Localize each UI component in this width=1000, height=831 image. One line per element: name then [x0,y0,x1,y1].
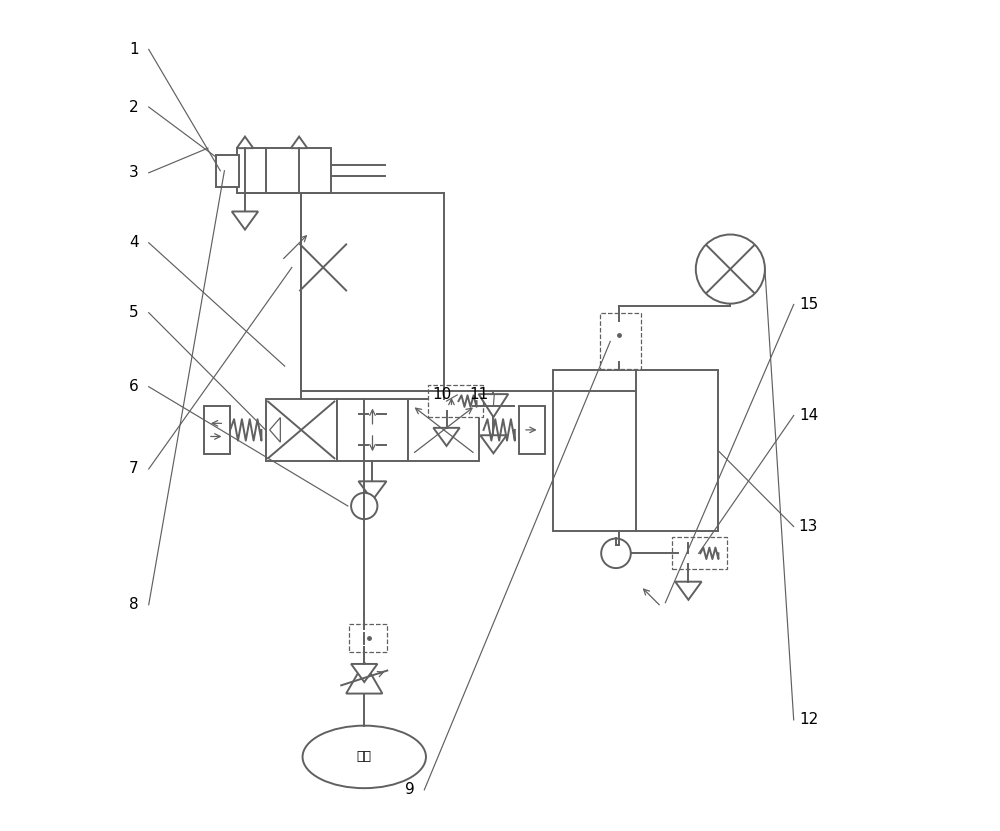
Bar [266,399,337,460]
Circle shape [351,493,377,519]
Polygon shape [270,417,280,442]
Polygon shape [346,662,382,694]
Text: 1: 1 [129,42,139,57]
Text: 15: 15 [799,297,818,312]
Text: 5: 5 [129,305,139,320]
Text: 8: 8 [129,597,139,612]
Text: 2: 2 [129,100,139,115]
Text: 10: 10 [433,387,452,402]
Bar [428,385,483,417]
Bar [408,399,479,460]
Bar [600,312,641,369]
Polygon shape [351,664,377,682]
Circle shape [601,538,631,568]
Polygon shape [291,136,307,148]
Polygon shape [480,435,507,454]
Text: 3: 3 [129,165,139,180]
Bar [337,399,408,460]
Bar [553,371,718,531]
Text: 11: 11 [470,387,489,402]
Polygon shape [237,136,253,148]
Circle shape [696,234,765,303]
Bar [216,155,239,187]
Bar [672,538,727,569]
Polygon shape [675,582,702,600]
Text: 4: 4 [129,235,139,250]
Bar [678,543,699,563]
Bar [237,148,331,194]
Text: 气源: 气源 [357,750,372,764]
Polygon shape [479,394,508,417]
Text: 7: 7 [129,461,139,476]
Bar [610,321,628,362]
Bar [349,624,387,652]
Text: 12: 12 [799,712,818,727]
Text: 14: 14 [799,408,818,423]
Text: 6: 6 [129,379,139,394]
Polygon shape [232,211,258,229]
Ellipse shape [303,725,426,788]
Polygon shape [359,481,386,500]
Text: 13: 13 [799,519,818,534]
Bar [436,391,457,411]
Text: 9: 9 [405,782,414,797]
Bar [204,406,230,455]
Bar [519,406,545,455]
Bar [355,629,373,647]
Polygon shape [433,428,460,446]
